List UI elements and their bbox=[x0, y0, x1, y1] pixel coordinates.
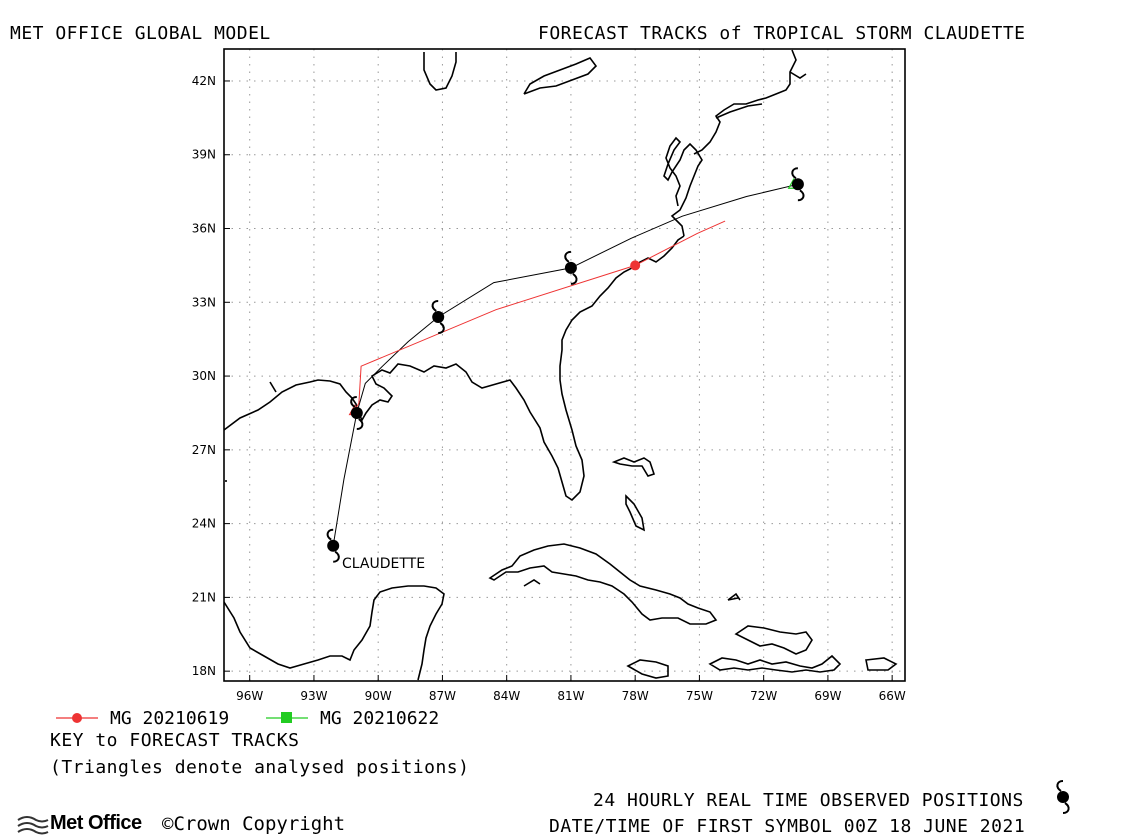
legend-marker-green bbox=[281, 712, 292, 723]
lat-tick-label: 30N bbox=[192, 369, 216, 383]
forecast-marker bbox=[630, 260, 641, 271]
lon-tick-label: 84W bbox=[493, 689, 520, 703]
lat-tick-label: 36N bbox=[192, 222, 216, 236]
met-office-logo-icon bbox=[17, 816, 49, 835]
lat-tick-label: 42N bbox=[192, 74, 216, 88]
lon-tick-label: 78W bbox=[622, 689, 649, 703]
storm-position-icon bbox=[326, 528, 340, 563]
key-title: KEY to FORECAST TRACKS bbox=[50, 730, 300, 751]
storm-symbol-icon bbox=[1056, 780, 1070, 814]
header-left-title: MET OFFICE GLOBAL MODEL bbox=[10, 23, 271, 44]
legend-label-green: MG 20210622 bbox=[320, 708, 439, 729]
lat-tick-label: 33N bbox=[192, 295, 216, 309]
forecast-legend: MG 20210619 MG 20210622 bbox=[56, 708, 439, 729]
header-right-title: FORECAST TRACKS of TROPICAL STORM CLAUDE… bbox=[538, 23, 1026, 44]
storm-position-icon bbox=[431, 300, 445, 334]
map-frame bbox=[223, 48, 906, 682]
lon-tick-label: 72W bbox=[750, 689, 777, 703]
storm-name-label: CLAUDETTE bbox=[342, 556, 425, 572]
coastlines bbox=[224, 49, 898, 681]
lon-tick-label: 93W bbox=[300, 689, 327, 703]
met-office-logo-text: Met Office bbox=[50, 812, 142, 834]
storm-position-icon bbox=[791, 167, 805, 202]
lat-tick-label: 27N bbox=[192, 443, 216, 457]
storm-position-icon bbox=[350, 396, 364, 430]
lon-tick-label: 87W bbox=[429, 689, 456, 703]
track-layer bbox=[326, 167, 805, 563]
triangles-note: (Triangles denote analysed positions) bbox=[50, 757, 470, 778]
observed-positions-note: 24 HOURLY REAL TIME OBSERVED POSITIONS bbox=[593, 790, 1024, 811]
lat-tick-label: 21N bbox=[192, 590, 216, 604]
legend-label-red: MG 20210619 bbox=[110, 708, 229, 729]
axis-tick-labels: 42N 39N 36N 33N 30N 27N 24N 21N 18N 96W 93W 90W 87W 8… bbox=[192, 74, 906, 703]
lat-tick-label: 18N bbox=[192, 664, 216, 678]
lon-tick-label: 75W bbox=[686, 689, 713, 703]
legend-marker-red bbox=[72, 713, 82, 723]
lat-tick-label: 24N bbox=[192, 517, 216, 531]
crown-copyright: ©Crown Copyright bbox=[162, 813, 346, 835]
lat-lon-grid bbox=[224, 49, 905, 681]
lon-tick-label: 69W bbox=[814, 689, 841, 703]
first-symbol-datetime: DATE/TIME OF FIRST SYMBOL 00Z 18 JUNE 20… bbox=[549, 816, 1026, 837]
forecast-track-line bbox=[354, 220, 726, 411]
lon-tick-label: 90W bbox=[365, 689, 392, 703]
storm-position-icon bbox=[564, 250, 578, 285]
lat-tick-label: 39N bbox=[192, 148, 216, 162]
lon-tick-label: 96W bbox=[236, 689, 263, 703]
lon-tick-label: 66W bbox=[879, 689, 906, 703]
lon-tick-label: 81W bbox=[557, 689, 584, 703]
